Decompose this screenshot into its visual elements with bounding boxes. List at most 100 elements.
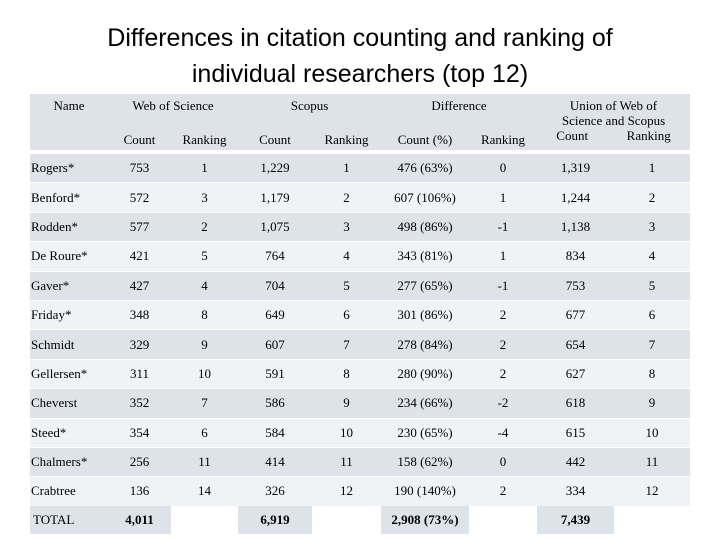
scopus-count: 704 bbox=[238, 270, 312, 301]
title-line-2: individual researchers (top 12) bbox=[191, 60, 529, 88]
total-row: TOTAL 4,011 6,919 2,908 (73%) 7,439 bbox=[30, 505, 691, 534]
union-count: 627 bbox=[537, 358, 614, 389]
wos-count: 354 bbox=[108, 417, 171, 448]
scopus-ranking: 2 bbox=[312, 182, 381, 213]
union-ranking: 1 bbox=[614, 152, 691, 183]
diff-count: 278 (84%) bbox=[381, 329, 469, 360]
wos-ranking: 14 bbox=[171, 476, 238, 506]
wos-count: 311 bbox=[108, 358, 171, 389]
scopus-count: 591 bbox=[238, 358, 312, 389]
wos-ranking: 9 bbox=[171, 329, 238, 360]
total-union-ranking bbox=[614, 505, 691, 534]
diff-ranking: 0 bbox=[469, 446, 537, 477]
table-row: Cheverst 352 7 586 9 234 (66%) -2 618 9 bbox=[30, 388, 691, 419]
diff-ranking: 2 bbox=[469, 299, 537, 330]
researcher-name: Steed* bbox=[30, 417, 108, 448]
union-ranking: 6 bbox=[614, 299, 691, 330]
diff-count: 230 (65%) bbox=[381, 417, 469, 448]
union-count: 334 bbox=[537, 476, 614, 506]
scopus-count: 1,229 bbox=[238, 152, 312, 183]
union-count: 834 bbox=[537, 241, 614, 272]
header-scopus-count: Count bbox=[238, 129, 312, 150]
union-count: 1,138 bbox=[537, 211, 614, 242]
union-ranking: 7 bbox=[614, 329, 691, 360]
researcher-name: Gaver* bbox=[30, 270, 108, 301]
union-ranking: 9 bbox=[614, 388, 691, 419]
scopus-ranking: 4 bbox=[312, 241, 381, 272]
total-wos-count: 4,011 bbox=[108, 505, 171, 534]
scopus-count: 584 bbox=[238, 417, 312, 448]
diff-count: 301 (86%) bbox=[381, 299, 469, 330]
wos-ranking: 6 bbox=[171, 417, 238, 448]
wos-ranking: 2 bbox=[171, 211, 238, 242]
diff-count: 280 (90%) bbox=[381, 358, 469, 389]
total-union-count: 7,439 bbox=[537, 505, 614, 534]
union-count: 677 bbox=[537, 299, 614, 330]
header-union-ranking: Ranking bbox=[626, 128, 671, 143]
scopus-ranking: 6 bbox=[312, 299, 381, 330]
diff-count: 234 (66%) bbox=[381, 388, 469, 419]
wos-ranking: 1 bbox=[171, 152, 238, 183]
researcher-name: Gellersen* bbox=[30, 358, 108, 389]
union-count: 654 bbox=[537, 329, 614, 360]
title-line-1: Differences in citation counting and ran… bbox=[107, 24, 613, 52]
header-difference: Difference bbox=[381, 94, 537, 129]
table-row: Steed* 354 6 584 10 230 (65%) -4 615 10 bbox=[30, 417, 691, 448]
diff-count: 343 (81%) bbox=[381, 241, 469, 272]
union-count: 442 bbox=[537, 446, 614, 477]
researcher-name: Schmidt bbox=[30, 329, 108, 360]
table-row: Gellersen* 311 10 591 8 280 (90%) 2 627 … bbox=[30, 358, 691, 389]
header-diff-count: Count (%) bbox=[381, 129, 469, 150]
header-union: Union of Web of Science and Scopus Count… bbox=[537, 94, 691, 150]
total-scopus-count: 6,919 bbox=[238, 505, 312, 534]
wos-ranking: 11 bbox=[171, 446, 238, 477]
union-ranking: 3 bbox=[614, 211, 691, 242]
diff-ranking: 0 bbox=[469, 152, 537, 183]
wos-ranking: 7 bbox=[171, 388, 238, 419]
researcher-name: Friday* bbox=[30, 299, 108, 330]
union-count: 1,244 bbox=[537, 182, 614, 213]
table-row: Chalmers* 256 11 414 11 158 (62%) 0 442 … bbox=[30, 446, 691, 477]
header-wos: Web of Science bbox=[108, 94, 238, 129]
scopus-count: 1,179 bbox=[238, 182, 312, 213]
diff-ranking: 2 bbox=[469, 358, 537, 389]
table-row: Friday* 348 8 649 6 301 (86%) 2 677 6 bbox=[30, 299, 691, 330]
diff-ranking: -1 bbox=[469, 211, 537, 242]
union-ranking: 8 bbox=[614, 358, 691, 389]
scopus-count: 607 bbox=[238, 329, 312, 360]
union-ranking: 5 bbox=[614, 270, 691, 301]
diff-ranking: 1 bbox=[469, 241, 537, 272]
scopus-ranking: 8 bbox=[312, 358, 381, 389]
union-count: 615 bbox=[537, 417, 614, 448]
diff-count: 277 (65%) bbox=[381, 270, 469, 301]
total-diff-ranking bbox=[469, 505, 537, 534]
header-scopus: Scopus bbox=[238, 94, 381, 129]
diff-count: 607 (106%) bbox=[381, 182, 469, 213]
header-union-line-1: Union of Web of bbox=[569, 98, 658, 113]
researcher-name: Rogers* bbox=[30, 152, 108, 183]
union-ranking: 11 bbox=[614, 446, 691, 477]
wos-ranking: 10 bbox=[171, 358, 238, 389]
researcher-name: De Roure* bbox=[30, 241, 108, 272]
table-row: Rogers* 753 1 1,229 1 476 (63%) 0 1,319 … bbox=[30, 152, 691, 183]
researcher-name: Benford* bbox=[30, 182, 108, 213]
wos-count: 329 bbox=[108, 329, 171, 360]
wos-ranking: 4 bbox=[171, 270, 238, 301]
wos-count: 348 bbox=[108, 299, 171, 330]
researcher-name: Chalmers* bbox=[30, 446, 108, 477]
diff-count: 158 (62%) bbox=[381, 446, 469, 477]
table-row: Gaver* 427 4 704 5 277 (65%) -1 753 5 bbox=[30, 270, 691, 301]
union-count: 618 bbox=[537, 388, 614, 419]
scopus-count: 586 bbox=[238, 388, 312, 419]
wos-count: 256 bbox=[108, 446, 171, 477]
wos-count: 421 bbox=[108, 241, 171, 272]
wos-ranking: 3 bbox=[171, 182, 238, 213]
researcher-name: Rodden* bbox=[30, 211, 108, 242]
scopus-ranking: 3 bbox=[312, 211, 381, 242]
union-count: 753 bbox=[537, 270, 614, 301]
researcher-name: Crabtree bbox=[30, 476, 108, 506]
wos-count: 753 bbox=[108, 152, 171, 183]
scopus-ranking: 12 bbox=[312, 476, 381, 506]
diff-ranking: 2 bbox=[469, 476, 537, 506]
wos-ranking: 5 bbox=[171, 241, 238, 272]
